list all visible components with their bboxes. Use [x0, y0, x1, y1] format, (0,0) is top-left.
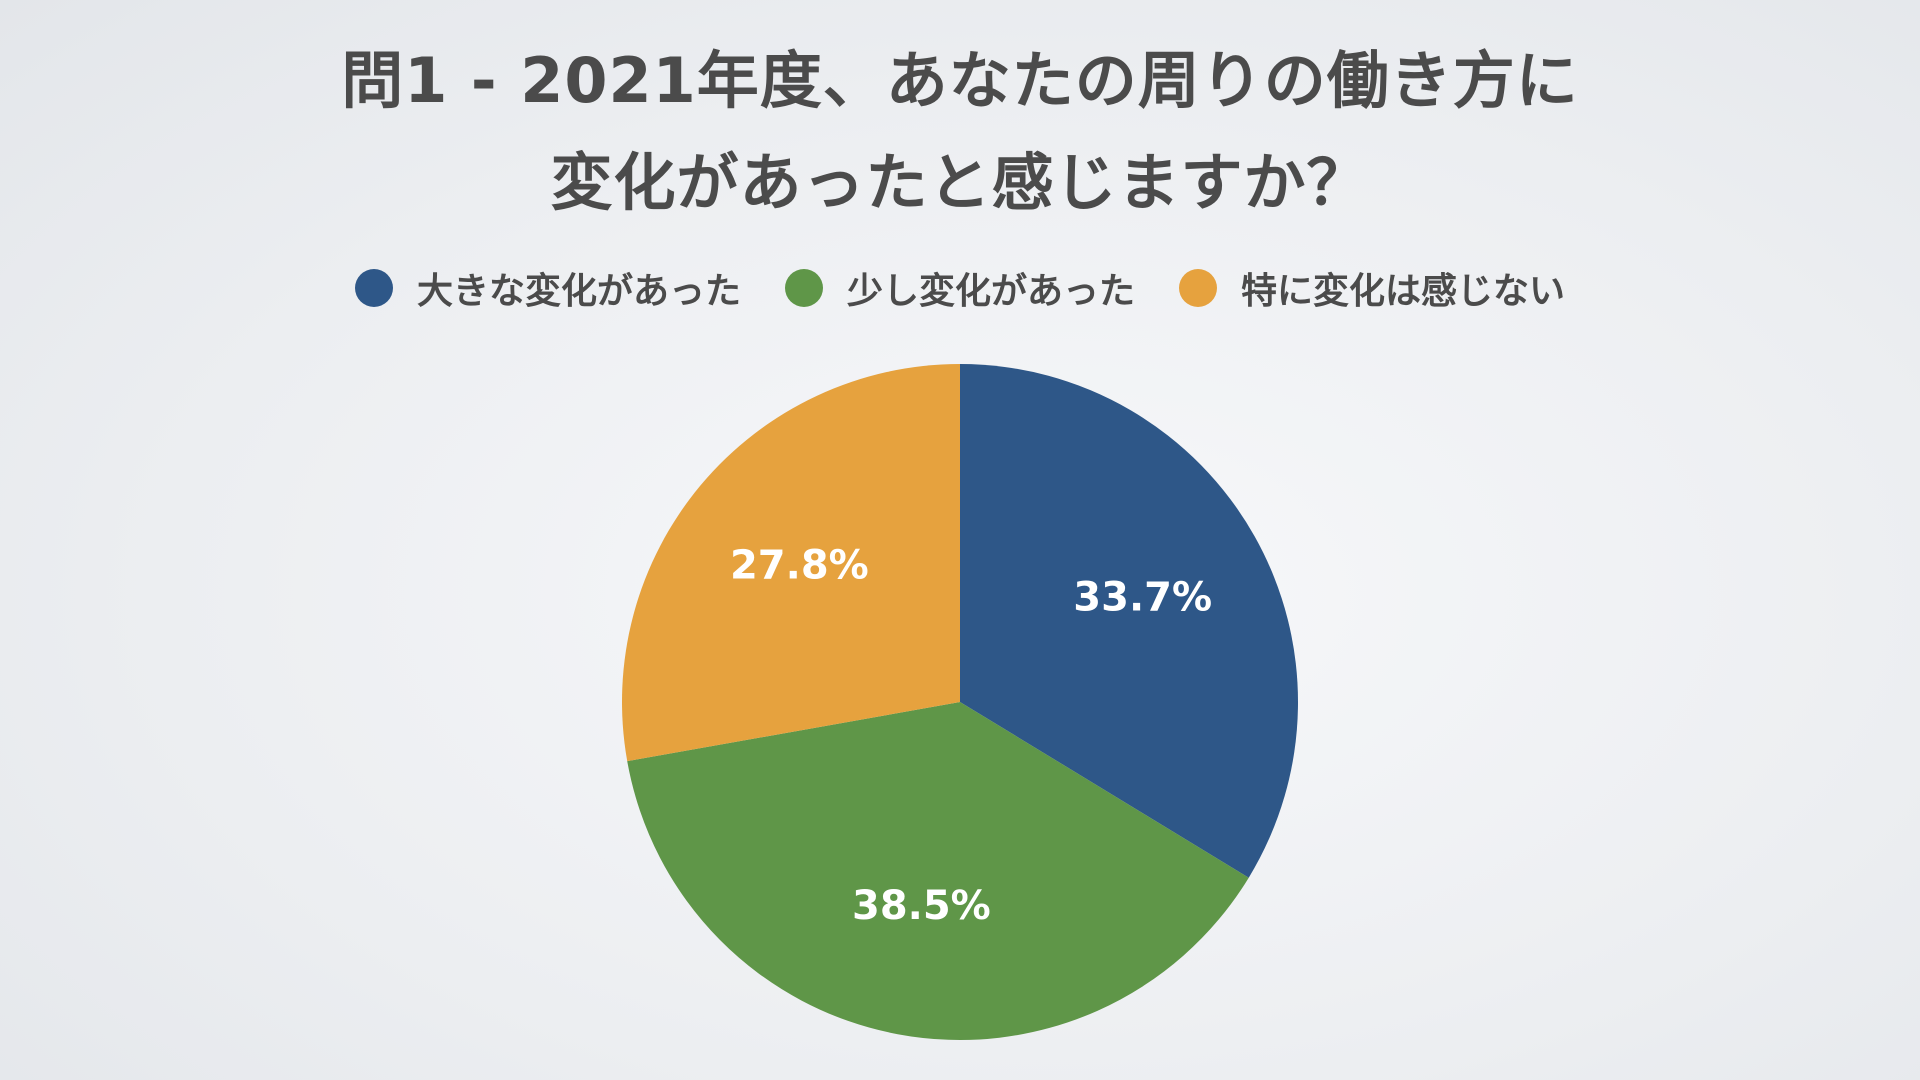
chart-title-line-2: 変化があったと感じますか？: [550, 146, 1370, 219]
chart-title: 問1 - 2021年度、あなたの周りの働き方に 変化があったと感じますか？: [0, 30, 1920, 234]
legend-swatch-small-change: [784, 269, 823, 307]
legend-label-no-change: 特に変化は感じない: [1241, 271, 1566, 312]
pie-slice-small-change: [627, 702, 1249, 1040]
legend-item-large-change: 大きな変化があった: [354, 262, 741, 314]
pie-slice-large-change: [960, 364, 1298, 878]
pie-data-label-large-change: 33.7%: [1073, 574, 1212, 620]
legend-swatch-large-change: [354, 269, 393, 307]
chart-legend: 大きな変化があった 少し変化があった 特に変化は感じない: [0, 262, 1920, 314]
legend-label-small-change: 少し変化があった: [846, 271, 1135, 312]
legend-item-no-change: 特に変化は感じない: [1179, 262, 1565, 314]
legend-label-large-change: 大きな変化があった: [416, 271, 741, 312]
pie-slice-no-change: [622, 364, 960, 762]
pie-data-label-no-change: 27.8%: [730, 542, 869, 588]
legend-swatch-no-change: [1179, 269, 1217, 307]
legend-item-small-change: 少し変化があった: [784, 262, 1135, 314]
chart-title-line-1: 問1 - 2021年度、あなたの周りの働き方に: [341, 44, 1579, 117]
pie-data-label-small-change: 38.5%: [852, 883, 991, 929]
